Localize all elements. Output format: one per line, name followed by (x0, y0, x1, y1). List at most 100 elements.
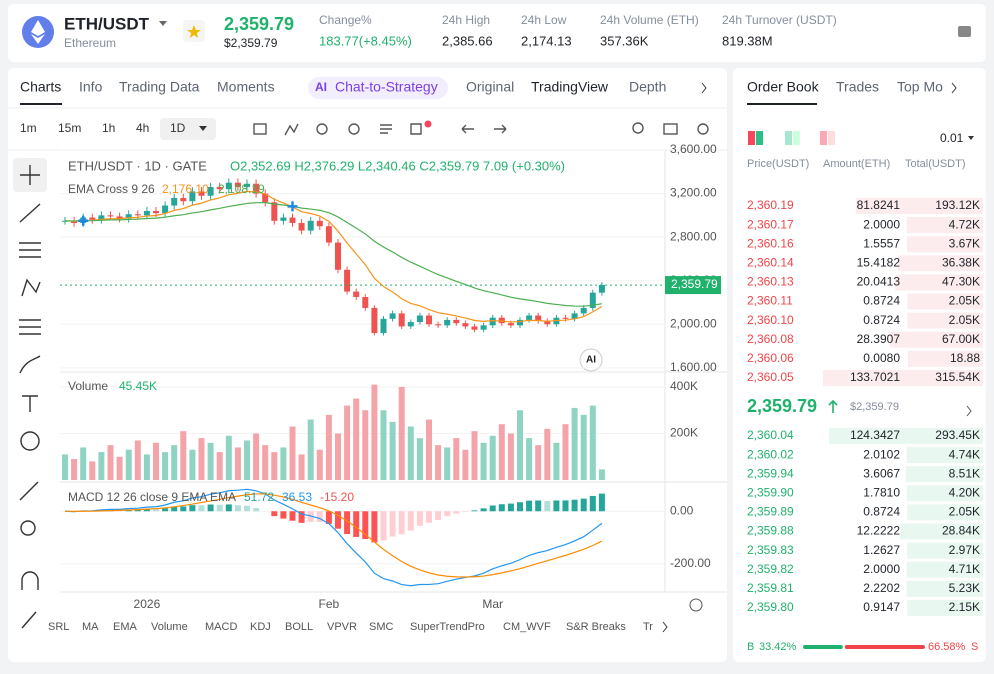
volume-bar (535, 445, 541, 480)
tab[interactable]: Original (466, 79, 514, 95)
candle (490, 318, 496, 326)
macd-hist (189, 505, 195, 511)
tab[interactable]: Trading Data (119, 79, 200, 95)
candle (371, 308, 377, 333)
chart-panel (8, 68, 727, 662)
ob-total: 47.30K (942, 275, 980, 289)
candle (153, 211, 159, 213)
ob-price: 2,360.02 (747, 447, 794, 461)
indicator[interactable]: CM_WVF (503, 621, 551, 633)
interval[interactable]: 4h (136, 121, 149, 135)
tab[interactable]: Charts (20, 79, 61, 95)
tab[interactable]: Info (79, 79, 103, 95)
volume-bar (426, 420, 432, 480)
interval[interactable]: 15m (58, 121, 81, 135)
view-both[interactable] (748, 131, 755, 145)
ob-amount: 1.5557 (863, 236, 900, 250)
ob-tab[interactable]: Top Mo (897, 79, 943, 95)
candle (144, 211, 150, 215)
ob-price: 2,359.90 (747, 485, 794, 499)
stat-value: 183.77(+8.45%) (319, 33, 412, 48)
ob-total: 4.71K (949, 562, 980, 576)
sell-tag: S (971, 641, 978, 653)
interval[interactable]: 1m (20, 121, 37, 135)
tab[interactable]: Chat-to-Strategy (335, 79, 438, 95)
volume-bar (508, 433, 514, 480)
indicator[interactable]: SMC (369, 621, 394, 633)
candle (326, 226, 332, 242)
volume-bar (563, 424, 569, 480)
view-asks[interactable] (820, 131, 827, 145)
ob-amount: 2.0000 (863, 217, 900, 231)
indicator[interactable]: SuperTrendPro (410, 621, 485, 633)
indicator[interactable]: VPVR (327, 621, 357, 633)
ob-total: 4.20K (949, 485, 980, 499)
volume-bar (208, 443, 214, 480)
last-price-tag-label: 2,359.79 (671, 277, 718, 291)
x-tick-label: Mar (482, 597, 503, 611)
tab[interactable]: Depth (629, 79, 666, 95)
ob-total: 67.00K (942, 332, 980, 346)
view-both[interactable] (756, 131, 763, 145)
indicator[interactable]: Tr (643, 621, 653, 633)
ob-price: 2,360.06 (747, 351, 794, 365)
tab[interactable]: Moments (217, 79, 275, 95)
settings-icon[interactable] (958, 26, 971, 37)
ob-price: 2,360.14 (747, 255, 794, 269)
ob-total: 2.05K (949, 505, 980, 519)
x-tick-label: 2026 (134, 597, 161, 611)
candle (290, 218, 296, 223)
macd-hist (535, 501, 541, 512)
book-view-icons[interactable] (748, 131, 835, 145)
indicator[interactable]: Volume (151, 621, 188, 633)
indicator[interactable]: MA (82, 621, 99, 633)
indicator[interactable]: MACD (205, 621, 237, 633)
ob-total: 4.72K (949, 217, 980, 231)
candle (444, 320, 450, 325)
macd-hist (472, 510, 478, 511)
volume-bar (144, 454, 150, 480)
indicator[interactable]: BOLL (285, 621, 313, 633)
volume-value: 45.45K (119, 379, 157, 393)
volume-bar (135, 440, 141, 480)
volume-bar (171, 445, 177, 480)
ob-price: 2,360.04 (747, 428, 794, 442)
view-asks[interactable] (828, 131, 835, 145)
indicator[interactable]: SRL (48, 621, 69, 633)
volume-bar (262, 445, 268, 480)
ai-spark: AI (315, 80, 327, 94)
ob-amount: 133.7021 (850, 370, 900, 384)
ob-tab[interactable]: Trades (836, 79, 879, 95)
macd-hist (481, 508, 487, 511)
candle (526, 316, 532, 320)
indicator[interactable]: S&R Breaks (566, 621, 626, 633)
header-panel (8, 4, 986, 62)
candle (271, 202, 277, 221)
view-bids[interactable] (785, 131, 792, 145)
ob-tab[interactable]: Order Book (747, 79, 820, 95)
interval[interactable]: 1h (102, 121, 115, 135)
interval[interactable]: 1D (170, 121, 186, 135)
macd-hist (426, 511, 432, 523)
macd-hist (253, 508, 259, 511)
view-bids[interactable] (793, 131, 800, 145)
macd-hist (417, 511, 423, 526)
indicator[interactable]: KDJ (250, 621, 271, 633)
ob-amount: 1.2627 (863, 543, 900, 557)
volume-legend: Volume (68, 379, 108, 393)
macd-hist (526, 501, 532, 512)
y-tick-label: 400K (670, 379, 698, 393)
y-tick-label: -200.00 (670, 556, 711, 570)
volume-bar (280, 447, 286, 480)
volume-bar (189, 450, 195, 480)
volume-bar (98, 452, 104, 480)
ob-amount: 0.0080 (863, 351, 900, 365)
tab[interactable]: TradingView (531, 79, 609, 95)
indicator[interactable]: EMA (113, 621, 138, 633)
macd-hist (508, 504, 514, 512)
candle (381, 319, 387, 333)
candle (426, 316, 432, 325)
candle (280, 218, 286, 221)
macd-hist (271, 511, 277, 516)
candle (453, 320, 459, 323)
